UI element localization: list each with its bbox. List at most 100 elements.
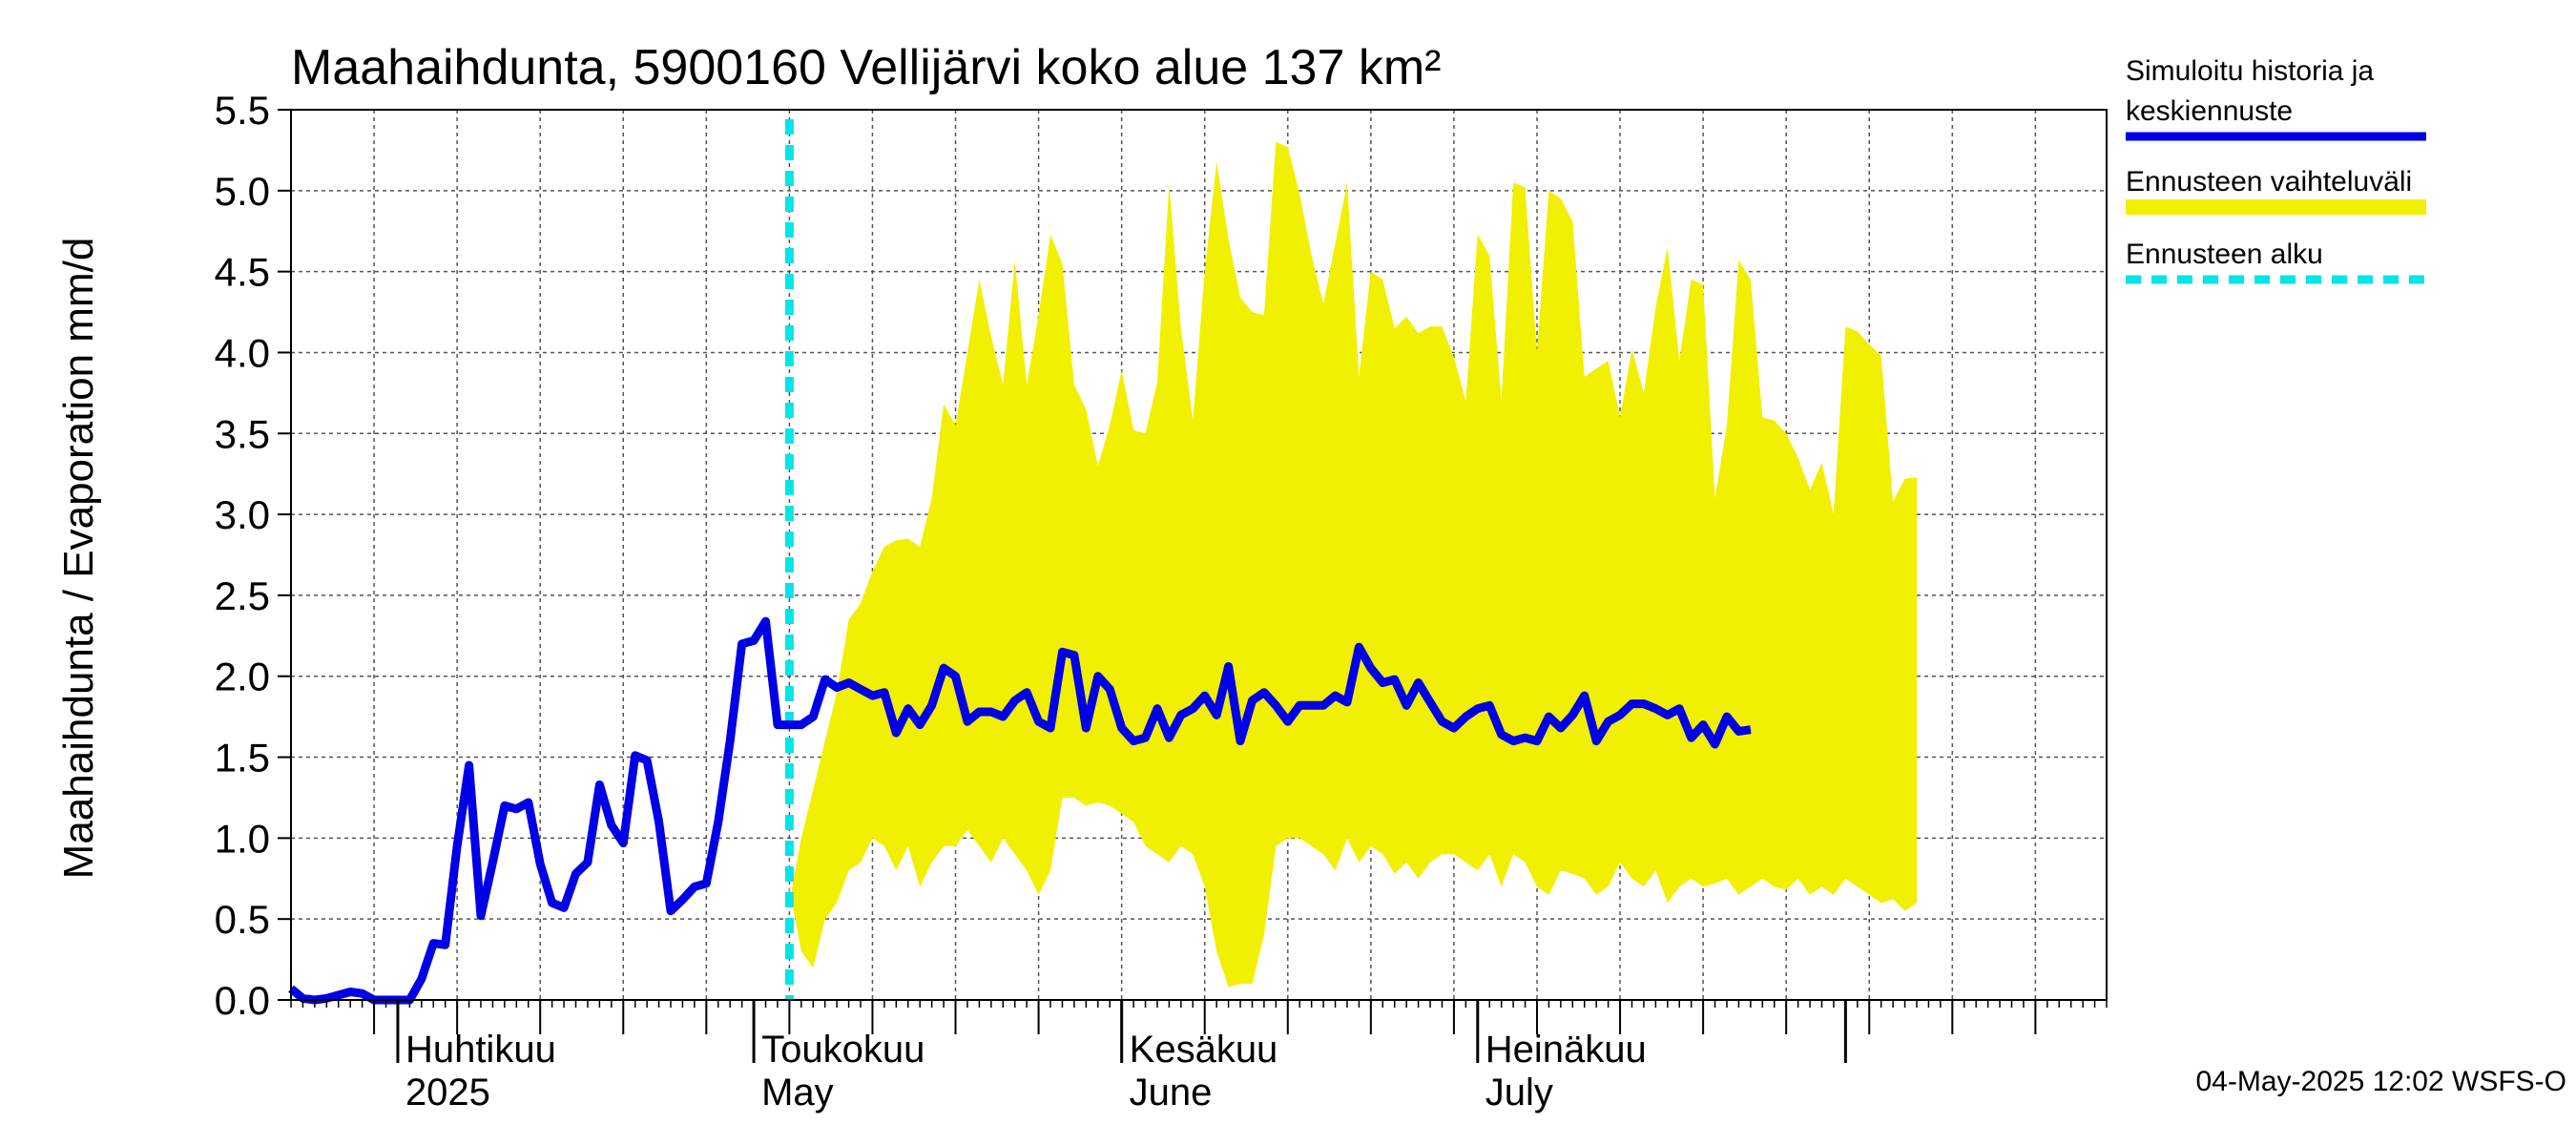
legend-sim-label-line2: keskiennuste <box>2126 95 2293 127</box>
sim-point <box>325 997 327 999</box>
sim-point <box>990 711 992 713</box>
sim-point <box>694 885 696 887</box>
sim-point <box>1571 714 1573 716</box>
sim-point <box>1608 720 1610 722</box>
sim-point <box>812 716 814 718</box>
month-label-fi: Heinäkuu <box>1485 1029 1647 1071</box>
month-label-fi: Kesäkuu <box>1130 1029 1278 1071</box>
sim-point <box>1418 682 1420 683</box>
sim-point <box>943 667 945 669</box>
sim-point <box>682 899 683 901</box>
y-tick-label: 1.0 <box>215 816 270 861</box>
sim-point <box>1619 714 1621 716</box>
sim-point <box>491 862 493 864</box>
sim-point <box>1263 692 1265 694</box>
sim-point <box>1168 737 1170 739</box>
sim-point <box>1121 727 1123 729</box>
sim-point <box>1192 708 1194 710</box>
y-tick-label: 5.0 <box>215 169 270 214</box>
y-tick-label: 4.0 <box>215 330 270 375</box>
sim-point <box>670 910 672 912</box>
y-tick-label: 3.5 <box>215 411 270 456</box>
sim-point <box>1465 716 1466 718</box>
sim-point <box>848 682 850 683</box>
data-point-markers <box>290 620 1752 1001</box>
sim-point <box>1156 708 1158 710</box>
sim-point <box>563 906 565 908</box>
legend-sim-label-line1: Simuloitu historia ja <box>2126 55 2374 87</box>
sim-point <box>1014 699 1016 701</box>
plot-border <box>290 109 2108 1001</box>
sim-point <box>705 883 707 885</box>
sim-point <box>1298 704 1300 706</box>
sim-point <box>1429 701 1431 703</box>
sim-point <box>1358 646 1360 648</box>
sim-point <box>1002 716 1004 718</box>
month-label-fi: Toukokuu <box>761 1029 924 1071</box>
month-label-en: 2025 <box>405 1072 490 1114</box>
sim-point <box>1702 724 1704 726</box>
legend-range-label: Ennusteen vaihteluväli <box>2126 166 2412 198</box>
y-tick-label: 3.0 <box>215 492 270 537</box>
sim-point <box>1750 729 1752 731</box>
sim-point <box>753 639 755 641</box>
sim-point <box>907 708 909 710</box>
sim-point <box>480 915 482 917</box>
sim-point <box>955 676 956 677</box>
sim-point <box>1548 716 1549 718</box>
month-label-en: June <box>1130 1072 1213 1114</box>
sim-point <box>1560 727 1562 729</box>
sim-point <box>1132 740 1134 742</box>
y-axis-ticks: 0.0 0.5 1.0 1.5 2.0 2.5 3.0 3.5 4.0 4.5 5.0 5.5 <box>215 88 291 1023</box>
sim-point <box>1097 676 1099 677</box>
sim-point <box>1643 703 1645 705</box>
sim-point <box>575 873 576 875</box>
y-tick-label: 0.0 <box>215 978 270 1023</box>
sim-point <box>800 724 802 726</box>
sim-point <box>895 732 897 734</box>
y-tick-label: 0.5 <box>215 897 270 942</box>
sim-point <box>421 978 423 980</box>
sim-point <box>919 724 921 726</box>
sim-point <box>1737 730 1739 732</box>
sim-point <box>1536 740 1538 742</box>
y-tick-label: 2.5 <box>215 573 270 618</box>
sim-point <box>349 991 351 992</box>
sim-point <box>872 695 873 697</box>
month-label-en: July <box>1485 1072 1553 1114</box>
sim-point <box>1667 714 1669 716</box>
y-tick-label: 4.5 <box>215 250 270 295</box>
y-tick-label: 1.5 <box>215 736 270 781</box>
y-axis-label: Maahaihdunta / Evaporation mm/d <box>55 238 102 880</box>
legend-start-label: Ennusteen alku <box>2126 239 2323 270</box>
sim-point <box>1584 695 1586 697</box>
sim-point <box>978 711 980 713</box>
sim-point <box>1442 720 1443 722</box>
y-tick-label: 2.0 <box>215 655 270 699</box>
sim-point <box>1026 692 1028 694</box>
sim-point <box>1085 727 1087 729</box>
sim-point <box>1287 720 1289 722</box>
sim-point <box>1370 667 1372 669</box>
sim-point <box>456 845 458 847</box>
sim-point <box>1322 704 1324 706</box>
sim-point <box>860 688 862 690</box>
sim-point <box>1654 708 1656 710</box>
sim-point <box>611 824 613 826</box>
sim-point <box>362 992 364 994</box>
sim-point <box>883 692 885 694</box>
sim-point <box>1678 708 1680 710</box>
sim-point <box>1109 688 1111 690</box>
sim-point <box>1691 737 1693 739</box>
sim-point <box>1488 704 1490 706</box>
simulated-mean-line <box>288 616 1752 1005</box>
sim-point <box>1038 720 1040 722</box>
sim-point <box>1239 740 1241 742</box>
sim-point <box>598 783 600 785</box>
sim-point <box>445 944 447 946</box>
sim-point <box>468 764 470 766</box>
sim-point <box>1049 727 1051 729</box>
legend: Simuloitu historia ja keskiennuste Ennus… <box>2126 55 2426 284</box>
sim-point <box>1215 714 1217 716</box>
